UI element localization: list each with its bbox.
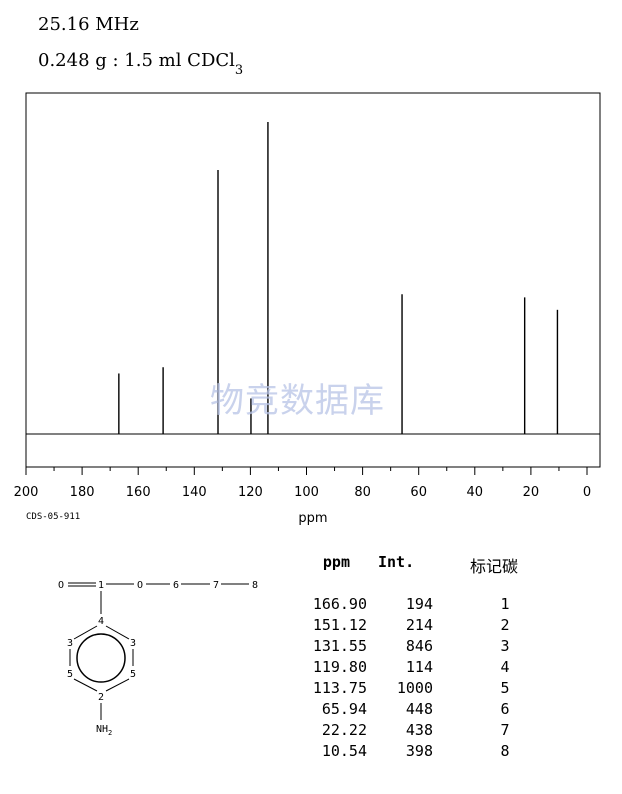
table-cell-carbon: 5 (500, 679, 510, 697)
ring-bond-4-3a (73, 625, 98, 640)
ring-bond-5a-2 (73, 678, 98, 692)
atom-c6: 6 (173, 580, 179, 591)
amine-label: NH (96, 724, 108, 735)
table-cell-int: 194 (405, 595, 433, 613)
x-tick-label: 60 (410, 485, 427, 500)
compound-code: CDS-05-911 (26, 512, 81, 522)
sample-conditions-subscript: 3 (234, 63, 244, 78)
aromatic-ring-circle (76, 633, 126, 683)
table-cell-ppm: 131.55 (312, 637, 367, 655)
x-tick-label: 80 (354, 485, 371, 500)
table-header-int: Int. (378, 553, 415, 571)
table-cell-int: 398 (405, 742, 433, 760)
x-tick-label: 0 (583, 485, 591, 500)
atom-c1: 1 (98, 580, 104, 591)
table-header-carbon: 标记碳 (470, 557, 519, 576)
x-axis-ticks: 200 180 160 140 120 100 80 60 40 20 0 (14, 467, 591, 500)
table-cell-ppm: 10.54 (321, 742, 367, 760)
atom-o-carbonyl: O (58, 580, 64, 591)
atom-amine: NH2 (96, 724, 112, 737)
sample-conditions: 0.248 g : 1.5 ml CDCl3 (38, 50, 243, 78)
atom-o-ester: O (137, 580, 143, 591)
table-cell-ppm: 22.22 (321, 721, 367, 739)
x-axis-label: ppm (298, 511, 327, 526)
x-tick-label: 120 (238, 485, 263, 500)
table-cell-carbon: 6 (500, 700, 510, 718)
x-tick-label: 180 (70, 485, 95, 500)
table-header-ppm: ppm (322, 553, 350, 571)
ring-bond-4-3b (105, 625, 130, 640)
table-cell-carbon: 7 (500, 721, 510, 739)
table-cell-int: 214 (405, 616, 433, 634)
table-cell-carbon: 8 (500, 742, 510, 760)
chemical-structure: O 1 O 6 7 8 4 3 3 5 5 2 NH2 (58, 580, 258, 737)
x-tick-label: 20 (523, 485, 540, 500)
table-cell-carbon: 1 (500, 595, 510, 613)
table-cell-int: 448 (405, 700, 433, 718)
table-cell-int: 1000 (396, 679, 433, 697)
atom-c3-right: 3 (130, 638, 136, 649)
table-cell-int: 114 (405, 658, 433, 676)
x-tick-label: 140 (182, 485, 207, 500)
atom-c3-left: 3 (67, 638, 73, 649)
atom-c2: 2 (98, 692, 104, 703)
peaks-group (118, 122, 559, 434)
table-cell-int: 846 (405, 637, 433, 655)
ring-bond-5b-2 (105, 678, 130, 692)
amine-subscript: 2 (108, 729, 112, 737)
table-cell-carbon: 4 (500, 658, 510, 676)
table-cell-ppm: 113.75 (312, 679, 367, 697)
table-cell-carbon: 2 (500, 616, 510, 634)
spectrometer-frequency: 25.16 MHz (38, 14, 139, 35)
table-cell-carbon: 3 (500, 637, 510, 655)
x-tick-label: 100 (294, 485, 319, 500)
x-tick-label: 160 (126, 485, 151, 500)
x-tick-label: 200 (14, 485, 39, 500)
table-cell-ppm: 151.12 (312, 616, 367, 634)
table-cell-ppm: 166.90 (312, 595, 367, 613)
atom-c5-left: 5 (67, 669, 73, 680)
table-cell-ppm: 65.94 (321, 700, 367, 718)
watermark-text: 物竞数据库 (210, 381, 385, 421)
table-cell-ppm: 119.80 (312, 658, 367, 676)
atom-c7: 7 (213, 580, 219, 591)
plot-frame (25, 92, 601, 468)
table-cell-int: 438 (405, 721, 433, 739)
atom-c8: 8 (252, 580, 258, 591)
nmr-spectrum-chart: 200 180 160 140 120 100 80 60 40 20 0 ppm (14, 92, 601, 526)
atom-c5-right: 5 (130, 669, 136, 680)
sample-conditions-main: 0.248 g : 1.5 ml CDCl (38, 50, 235, 71)
x-tick-label: 40 (467, 485, 484, 500)
atom-c4: 4 (98, 616, 104, 627)
